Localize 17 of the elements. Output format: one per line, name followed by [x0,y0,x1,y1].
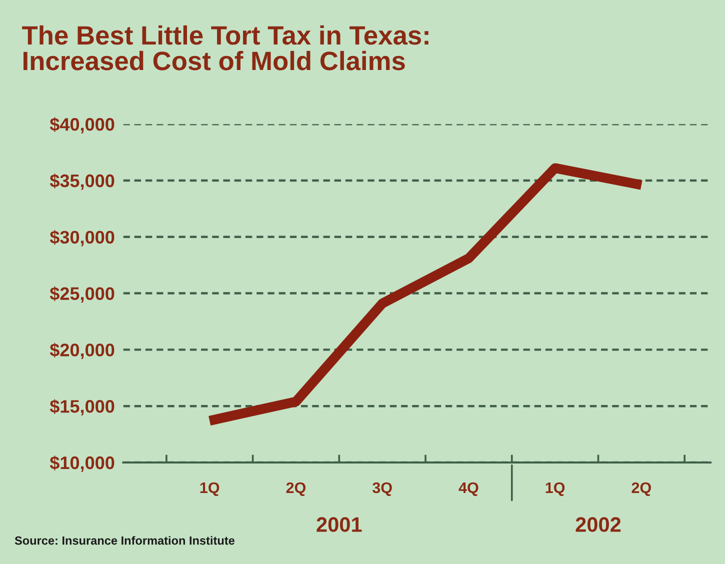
chart-title: The Best Little Tort Tax in Texas: Increased Cost of Mold Claims [22,25,428,70]
y-tick-label: $35,000 [50,174,114,190]
text: 2002 [576,517,621,532]
x-tick-label: 2Q [286,482,306,496]
y-tick-label: $25,000 [50,286,114,303]
y-tick-label: $10,000 [50,456,114,472]
y-tick-label: $20,000 [50,342,114,360]
text: 2001 [316,517,362,532]
x-tick-label: 2Q [632,482,651,496]
y-tick-label: $30,000 [50,230,114,246]
x-tick-label: 1Q [200,482,220,496]
source-note: Source: Insurance Information Institute [14,536,234,545]
y-tick-label: $40,000 [50,117,114,134]
x-tick-label: 3Q [372,482,392,496]
y-tick-label: $15,000 [50,399,114,416]
x-tick-label: 1Q [546,482,565,496]
x-tick-label: 4Q [458,482,478,496]
